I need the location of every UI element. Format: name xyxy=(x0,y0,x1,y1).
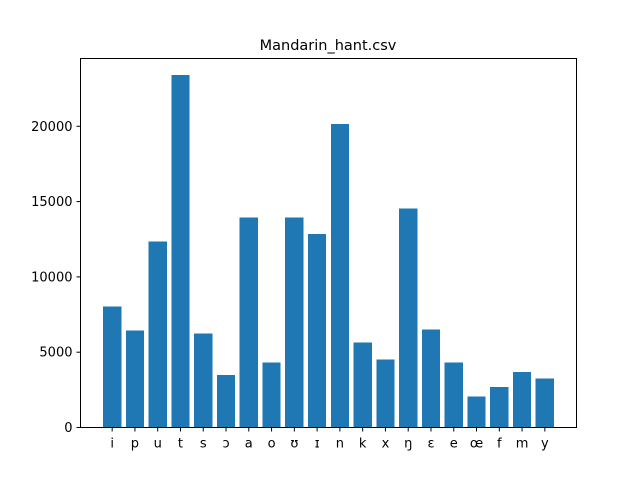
bar-1 xyxy=(125,330,145,428)
bar-2 xyxy=(148,241,167,428)
bars-layer xyxy=(103,75,554,428)
y-tick-label-1: 5000 xyxy=(39,346,72,361)
bar-17 xyxy=(490,386,509,428)
y-tick-label-4: 20000 xyxy=(31,120,72,135)
x-tick-label-5: ɔ xyxy=(222,437,229,452)
bar-9 xyxy=(308,233,327,428)
x-tick-label-17: f xyxy=(497,437,502,452)
x-tick-label-4: s xyxy=(200,437,207,452)
bar-4 xyxy=(194,333,213,428)
y-tick-label-3: 15000 xyxy=(31,195,72,210)
bar-3 xyxy=(171,75,190,428)
bar-16 xyxy=(467,396,486,428)
x-tick-label-14: ɛ xyxy=(427,437,434,452)
x-tick-label-0: i xyxy=(110,437,114,452)
y-tick-label-0: 0 xyxy=(64,421,72,436)
x-tick-label-8: ʊ xyxy=(290,437,298,452)
bar-19 xyxy=(535,378,554,428)
bar-6 xyxy=(239,217,258,428)
bar-5 xyxy=(216,374,236,428)
bar-8 xyxy=(285,217,304,428)
x-tick-label-7: o xyxy=(268,437,276,452)
y-tick-label-2: 10000 xyxy=(31,270,72,285)
plot-frame xyxy=(80,58,577,428)
bar-14 xyxy=(421,329,441,428)
x-tick-label-3: t xyxy=(178,437,183,452)
bar-10 xyxy=(330,124,349,428)
x-tick-label-19: y xyxy=(541,437,549,452)
bar-18 xyxy=(512,371,532,428)
x-tick-label-13: ŋ xyxy=(404,437,412,452)
x-tick-label-16: œ xyxy=(470,437,483,452)
x-tick-label-11: k xyxy=(359,437,367,452)
bar-11 xyxy=(353,342,372,428)
bar-12 xyxy=(376,359,395,428)
x-tick-label-15: e xyxy=(450,437,458,452)
x-tick-label-18: m xyxy=(516,437,529,452)
bar-0 xyxy=(103,306,122,428)
x-tick-label-1: p xyxy=(131,437,139,452)
y-axis: 0 5000 10000 15000 20000 xyxy=(31,120,81,436)
bar-13 xyxy=(399,208,418,428)
x-tick-label-9: ɪ xyxy=(315,437,320,452)
chart-title: Mandarin_hant.csv xyxy=(260,38,397,54)
bar-15 xyxy=(444,362,463,428)
bar-7 xyxy=(262,362,281,428)
x-tick-label-10: n xyxy=(336,437,344,452)
x-tick-label-2: u xyxy=(154,437,162,452)
x-tick-label-12: x xyxy=(382,437,390,452)
x-tick-label-6: a xyxy=(245,437,253,452)
